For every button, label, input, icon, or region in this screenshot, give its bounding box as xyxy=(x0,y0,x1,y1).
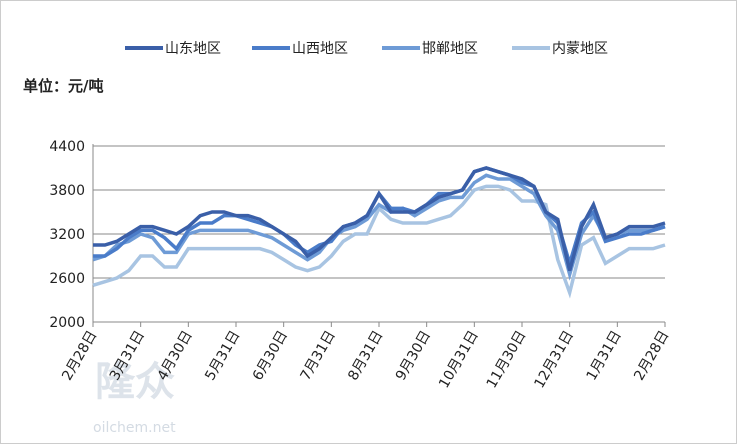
y-tick-label: 2600 xyxy=(49,271,85,287)
series-line xyxy=(92,173,666,281)
watermark-site: oilchem.net xyxy=(93,420,176,436)
legend-label: 内蒙地区 xyxy=(552,41,608,57)
series-line xyxy=(93,166,666,272)
y-tick-label: 3200 xyxy=(49,227,85,243)
y-tick-label: 4400 xyxy=(49,139,85,155)
legend-label: 邯郸地区 xyxy=(422,41,478,57)
watermark-brand: 隆众 xyxy=(95,359,175,405)
unit-label: 单位：元/吨 xyxy=(23,77,103,95)
y-tick-label: 3800 xyxy=(49,183,85,199)
y-tick-label: 2000 xyxy=(49,315,85,331)
legend-label: 山东地区 xyxy=(165,41,221,57)
legend-label: 山西地区 xyxy=(292,41,348,57)
series-line xyxy=(92,184,666,299)
